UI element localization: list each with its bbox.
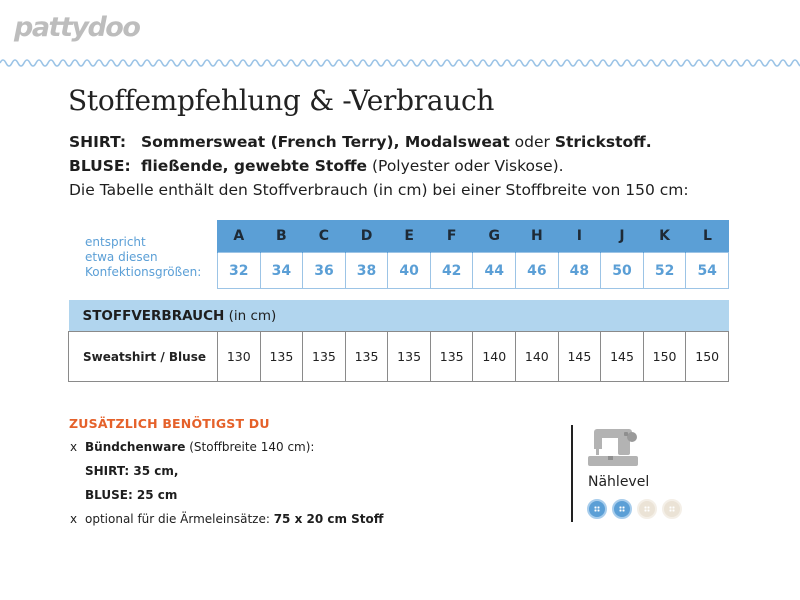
size-letter: C	[302, 220, 346, 253]
cuffs-label: Bündchenware	[85, 440, 186, 454]
size-letter: H	[515, 220, 559, 253]
size-number: 34	[259, 252, 304, 289]
consumption-value: 150	[642, 331, 687, 382]
consumption-value: 135	[387, 331, 431, 382]
additional-item-sleeve: x optional für die Ärmeleinsätze: 75 x 20…	[70, 512, 384, 526]
consumption-value: 145	[557, 331, 602, 382]
cuffs-shirt-amount: SHIRT: 35 cm,	[85, 464, 179, 478]
consumption-value: 145	[600, 331, 644, 382]
consumption-value: 140	[472, 331, 517, 382]
size-number: 38	[344, 252, 389, 289]
level-button-filled	[612, 499, 632, 519]
additional-needs-heading: ZUSÄTZLICH BENÖTIGST DU	[69, 416, 270, 431]
consumption-row: Sweatshirt / Bluse 130 135 135 135 135 1…	[68, 331, 729, 382]
bullet-x: x	[70, 512, 78, 526]
size-number: 44	[472, 252, 517, 289]
button-holes-icon	[669, 506, 675, 512]
level-button-empty	[662, 499, 682, 519]
bullet-x: x	[70, 440, 78, 454]
size-letter: A	[217, 220, 261, 253]
consumption-header: STOFFVERBRAUCH (in cm)	[68, 300, 729, 332]
consumption-value: 135	[302, 331, 346, 382]
sewing-level-label: Nählevel	[588, 474, 650, 490]
size-label-line-2: etwa diesen	[85, 250, 158, 264]
shirt-fabrics: Sommersweat (French Terry), Modalsweat	[141, 133, 510, 151]
size-number-row: 32 34 36 38 40 42 44 46 48 50 52 54	[217, 252, 729, 289]
size-table: A B C D E F G H I J K L 32 34 36 38 40 4…	[217, 220, 729, 289]
bluse-label: BLUSE:	[69, 157, 131, 175]
size-letter: F	[429, 220, 473, 253]
level-button-empty	[637, 499, 657, 519]
shirt-label: SHIRT:	[69, 133, 127, 151]
bluse-recommendation: BLUSE: fließende, gewebte Stoffe (Polyest…	[69, 157, 564, 175]
bluse-fabric-types: (Polyester oder Viskose).	[367, 157, 564, 175]
sleeve-amount: 75 x 20 cm Stoff	[273, 512, 384, 526]
cuffs-detail: (Stoffbreite 140 cm):	[185, 440, 315, 454]
cuffs-bluse-amount: BLUSE: 25 cm	[85, 488, 178, 502]
size-letter-row: A B C D E F G H I J K L	[217, 220, 729, 253]
size-number: 54	[685, 252, 729, 289]
sewing-machine-icon	[588, 429, 638, 466]
size-letter: K	[642, 220, 686, 253]
consumption-value: 135	[344, 331, 389, 382]
size-letter: E	[387, 220, 431, 253]
size-number: 46	[515, 252, 559, 289]
size-number: 40	[387, 252, 431, 289]
sewing-level-indicator	[587, 499, 682, 519]
size-number: 52	[642, 252, 687, 289]
shirt-fabric-knit: Strickstoff.	[554, 133, 652, 151]
button-holes-icon	[594, 506, 600, 512]
consumption-header-title: STOFFVERBRAUCH	[82, 307, 225, 324]
size-equivalent-label: entspricht etwa diesen Konfektionsgrößen…	[85, 235, 215, 280]
table-note: Die Tabelle enthält den Stoffverbrauch (…	[69, 181, 689, 199]
consumption-value: 130	[217, 331, 261, 382]
button-holes-icon	[644, 506, 650, 512]
consumption-row-label: Sweatshirt / Bluse	[68, 331, 218, 382]
level-divider	[571, 425, 573, 522]
consumption-value: 135	[259, 331, 304, 382]
size-label-line-1: entspricht	[85, 235, 146, 249]
shirt-recommendation: SHIRT: Sommersweat (French Terry), Modals…	[69, 133, 652, 151]
additional-item-cuffs: x Bündchenware (Stoffbreite 140 cm):	[70, 440, 314, 454]
consumption-value: 140	[515, 331, 559, 382]
consumption-header-unit: (in cm)	[224, 307, 277, 324]
consumption-header-row: STOFFVERBRAUCH (in cm)	[68, 300, 729, 332]
size-letter: I	[557, 220, 601, 253]
button-holes-icon	[619, 506, 625, 512]
wave-divider	[0, 59, 800, 67]
size-letter: D	[344, 220, 388, 253]
size-number: 50	[600, 252, 644, 289]
pattydoo-logo: pattydoo	[14, 12, 141, 43]
level-button-filled	[587, 499, 607, 519]
size-number: 32	[217, 252, 261, 289]
page-title: Stoffempfehlung & -Verbrauch	[68, 84, 495, 117]
fabric-consumption-table: STOFFVERBRAUCH (in cm) Sweatshirt / Blus…	[68, 300, 729, 382]
bluse-fabrics: fließende, gewebte Stoffe	[141, 157, 368, 175]
size-label-line-3: Konfektionsgrößen:	[85, 265, 202, 279]
size-number: 36	[302, 252, 346, 289]
consumption-value: 135	[429, 331, 474, 382]
size-letter: B	[259, 220, 303, 253]
size-number: 42	[429, 252, 474, 289]
shirt-connector: oder	[509, 133, 555, 151]
size-number: 48	[557, 252, 602, 289]
size-letter: L	[685, 220, 729, 253]
size-letter: J	[600, 220, 644, 253]
sleeve-detail: optional für die Ärmeleinsätze:	[85, 512, 274, 526]
consumption-value: 150	[685, 331, 729, 382]
size-letter: G	[472, 220, 516, 253]
